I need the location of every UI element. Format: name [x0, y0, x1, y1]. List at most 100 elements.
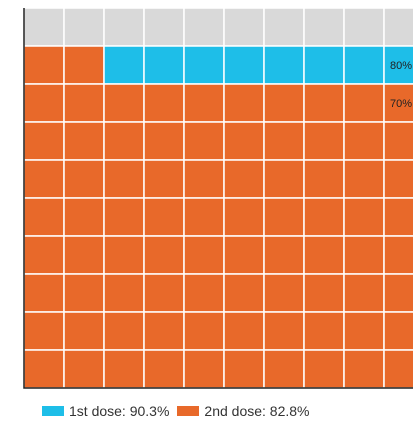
waffle-cell	[103, 235, 145, 275]
waffle-cell	[383, 273, 413, 313]
waffle-cell	[343, 311, 385, 351]
waffle-cell	[343, 235, 385, 275]
waffle-cell	[183, 349, 225, 389]
waffle-cell	[63, 349, 105, 389]
waffle-cell	[23, 159, 65, 199]
waffle-cell	[63, 273, 105, 313]
waffle-cell	[103, 83, 145, 123]
waffle-cell	[183, 83, 225, 123]
waffle-cell	[383, 235, 413, 275]
waffle-cell	[383, 197, 413, 237]
waffle-cell	[103, 311, 145, 351]
waffle-cell	[103, 197, 145, 237]
legend-item-first-dose: 1st dose: 90.3%	[42, 403, 169, 419]
waffle-cell	[183, 45, 225, 85]
waffle-cell	[263, 349, 305, 389]
waffle-cell	[303, 311, 345, 351]
waffle-cell	[103, 45, 145, 85]
waffle-cell	[143, 273, 185, 313]
waffle-cell	[143, 311, 185, 351]
row-label: 70%	[390, 98, 412, 110]
waffle-cell	[103, 159, 145, 199]
legend-swatch-second-dose	[177, 406, 200, 416]
waffle-cell	[263, 197, 305, 237]
waffle-cell	[303, 197, 345, 237]
chart-frame	[23, 8, 413, 389]
waffle-cell	[223, 197, 265, 237]
waffle-cell	[63, 197, 105, 237]
waffle-cell	[343, 159, 385, 199]
waffle-cell	[103, 273, 145, 313]
row-label: 80%	[390, 60, 412, 72]
waffle-cell	[263, 235, 305, 275]
waffle-cell	[23, 235, 65, 275]
waffle-cell	[343, 7, 385, 47]
legend-swatch-first-dose	[42, 406, 64, 416]
waffle-cell	[383, 159, 413, 199]
waffle-cell	[383, 7, 413, 47]
waffle-cell	[143, 83, 185, 123]
waffle-cell	[223, 121, 265, 161]
legend-item-second-dose: 2nd dose: 82.8%	[177, 403, 310, 419]
waffle-cell	[183, 197, 225, 237]
waffle-cell	[23, 273, 65, 313]
waffle-cell	[343, 197, 385, 237]
waffle-cell	[63, 7, 105, 47]
waffle-cell	[263, 7, 305, 47]
waffle-cell	[63, 121, 105, 161]
waffle-cell	[183, 273, 225, 313]
waffle-cell	[23, 7, 65, 47]
waffle-cell	[303, 235, 345, 275]
waffle-cell	[63, 83, 105, 123]
waffle-cell	[383, 83, 413, 123]
waffle-cell	[343, 121, 385, 161]
waffle-cell	[223, 273, 265, 313]
waffle-cell	[63, 45, 105, 85]
waffle-cell	[303, 45, 345, 85]
waffle-cell	[263, 83, 305, 123]
waffle-cell	[143, 349, 185, 389]
waffle-cell	[263, 311, 305, 351]
waffle-cell	[103, 121, 145, 161]
waffle-cell	[343, 273, 385, 313]
waffle-cell	[303, 349, 345, 389]
waffle-cell	[183, 121, 225, 161]
waffle-cell	[23, 311, 65, 351]
legend: 1st dose: 90.3% 2nd dose: 82.8%	[42, 403, 310, 419]
waffle-cell	[343, 349, 385, 389]
waffle-cell	[343, 83, 385, 123]
waffle-cell	[303, 7, 345, 47]
waffle-cell	[223, 83, 265, 123]
waffle-cell	[183, 7, 225, 47]
waffle-cell	[303, 83, 345, 123]
waffle-cell	[303, 121, 345, 161]
legend-label-second-dose: 2nd dose: 82.8%	[204, 403, 310, 419]
waffle-cell	[223, 235, 265, 275]
waffle-cell	[63, 311, 105, 351]
waffle-cell	[23, 121, 65, 161]
waffle-cell	[143, 7, 185, 47]
waffle-cell	[143, 121, 185, 161]
waffle-cell	[383, 121, 413, 161]
waffle-cell	[303, 273, 345, 313]
waffle-cell	[383, 349, 413, 389]
waffle-cell	[223, 311, 265, 351]
waffle-cell	[223, 45, 265, 85]
waffle-cell	[343, 45, 385, 85]
waffle-cell	[63, 159, 105, 199]
waffle-cell	[223, 159, 265, 199]
waffle-cell	[303, 159, 345, 199]
waffle-cell	[223, 7, 265, 47]
waffle-cell	[103, 349, 145, 389]
waffle-cell	[383, 45, 413, 85]
waffle-cell	[63, 235, 105, 275]
waffle-cell	[143, 45, 185, 85]
waffle-cell	[23, 349, 65, 389]
waffle-cell	[223, 349, 265, 389]
waffle-cell	[263, 45, 305, 85]
waffle-cell	[23, 45, 65, 85]
legend-label-first-dose: 1st dose: 90.3%	[69, 403, 170, 419]
waffle-cell	[183, 159, 225, 199]
waffle-cell	[23, 83, 65, 123]
